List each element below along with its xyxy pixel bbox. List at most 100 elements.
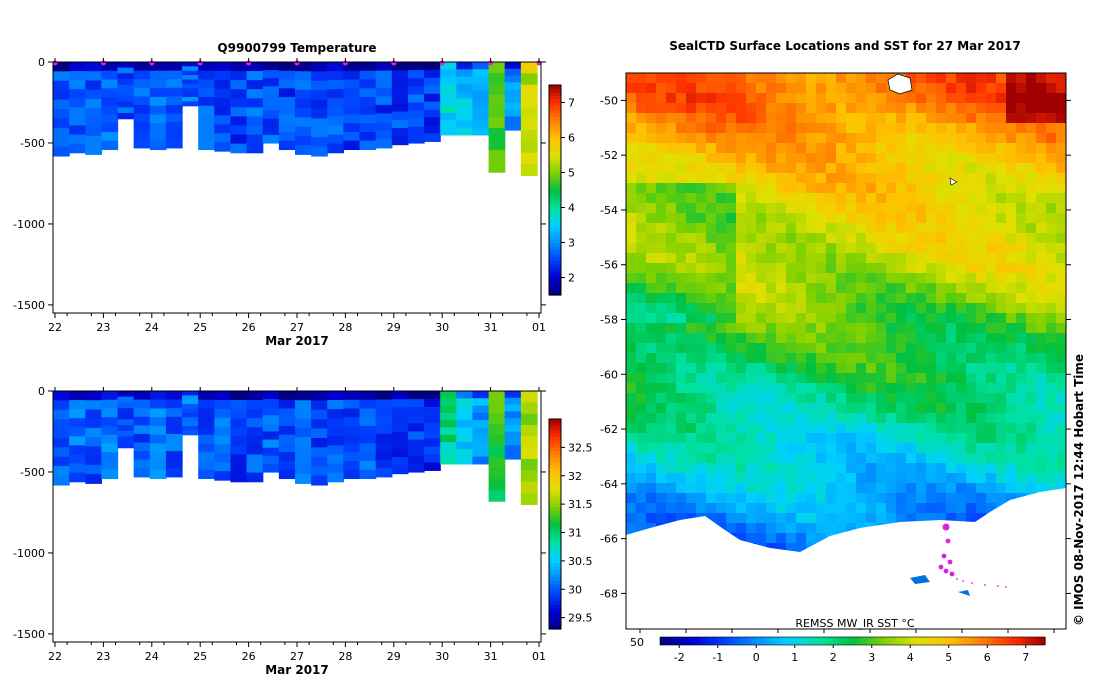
sst-cell bbox=[1026, 213, 1037, 224]
profile-cell bbox=[278, 408, 296, 418]
sst-colorbar-tick-label: 7 bbox=[1022, 651, 1029, 664]
sst-cell bbox=[1006, 263, 1017, 274]
sst-cell bbox=[956, 413, 967, 424]
sst-cell bbox=[916, 513, 927, 524]
colorbar-tick-label: 31.5 bbox=[568, 498, 593, 511]
sst-cell bbox=[836, 93, 847, 104]
sst-cell bbox=[966, 313, 977, 324]
sst-cell bbox=[876, 83, 887, 94]
profile-cell bbox=[472, 420, 490, 429]
sst-cell bbox=[746, 353, 757, 364]
sst-cell bbox=[856, 393, 867, 404]
profile-cell bbox=[359, 70, 377, 81]
sst-cell bbox=[836, 353, 847, 364]
profile-cell bbox=[359, 79, 377, 89]
profile-cell bbox=[424, 422, 441, 432]
profile-cell bbox=[375, 113, 393, 123]
sst-cell bbox=[886, 93, 897, 104]
sst-cell bbox=[956, 133, 967, 144]
profile-cell bbox=[69, 62, 86, 72]
sst-cell bbox=[656, 83, 667, 94]
sst-cell bbox=[766, 503, 777, 514]
sst-cell bbox=[1036, 323, 1047, 334]
sst-cell bbox=[976, 243, 987, 254]
sst-cell bbox=[876, 183, 887, 194]
sst-cell bbox=[1026, 283, 1037, 294]
sst-cell bbox=[666, 463, 677, 474]
sst-cell bbox=[916, 203, 927, 214]
sst-cell bbox=[636, 103, 647, 114]
sst-cell bbox=[996, 413, 1007, 424]
profile-cell bbox=[182, 395, 199, 401]
sst-cell bbox=[966, 163, 977, 174]
x-tick-label: 28 bbox=[338, 650, 352, 663]
sst-cell bbox=[1016, 83, 1027, 94]
sst-cell bbox=[766, 453, 777, 464]
sst-cell bbox=[996, 363, 1007, 374]
sst-cell bbox=[1016, 413, 1027, 424]
sst-cell bbox=[1026, 243, 1037, 254]
sst-cell bbox=[656, 143, 667, 154]
sst-cell bbox=[886, 283, 897, 294]
sst-cell bbox=[976, 433, 987, 444]
sst-cell bbox=[986, 483, 997, 494]
sst-cell bbox=[976, 403, 987, 414]
sst-cell bbox=[636, 513, 647, 524]
sst-cell bbox=[946, 363, 957, 374]
sst-cell bbox=[956, 513, 967, 524]
profile-cell bbox=[262, 126, 280, 136]
colorbar-segment bbox=[549, 548, 561, 553]
profile-cell bbox=[262, 391, 280, 400]
sst-cell bbox=[746, 213, 757, 224]
sst-cell bbox=[986, 353, 997, 364]
profile-cell bbox=[327, 143, 344, 154]
seal-location-dot bbox=[945, 538, 951, 544]
sst-cell bbox=[886, 383, 897, 394]
sst-cell bbox=[1006, 343, 1017, 354]
profile-cell bbox=[101, 79, 119, 89]
profile-cell bbox=[69, 89, 86, 99]
sst-cell bbox=[876, 373, 887, 384]
sst-cell bbox=[906, 503, 917, 514]
sst-cell bbox=[636, 293, 647, 304]
sst-cell bbox=[826, 233, 837, 244]
colorbar-segment bbox=[549, 419, 561, 424]
sst-cell bbox=[986, 303, 997, 314]
sst-cell bbox=[896, 403, 907, 414]
profile-cell bbox=[456, 62, 474, 70]
sst-cell bbox=[926, 243, 937, 254]
profile-cell bbox=[262, 399, 280, 408]
profile-cell bbox=[278, 114, 296, 124]
profile-cell bbox=[230, 391, 248, 401]
sst-cell bbox=[876, 113, 887, 124]
sst-cell bbox=[956, 213, 967, 224]
sst-cell bbox=[656, 173, 667, 184]
colorbar-segment bbox=[549, 102, 561, 107]
sst-cell bbox=[806, 403, 817, 414]
sst-cell bbox=[636, 443, 647, 454]
sst-colorbar-segment bbox=[996, 637, 1003, 645]
sst-cell bbox=[826, 413, 837, 424]
profile-cell bbox=[165, 442, 183, 452]
profile-cell bbox=[69, 107, 86, 118]
sst-cell bbox=[656, 453, 667, 464]
sst-cell bbox=[756, 503, 767, 514]
sst-cell bbox=[736, 253, 747, 264]
profile-cell bbox=[133, 442, 151, 452]
x-tick-label: 23 bbox=[96, 321, 110, 334]
sst-colorbar-frame bbox=[659, 636, 1046, 646]
sst-cell bbox=[686, 123, 697, 134]
profile-cell bbox=[375, 70, 393, 80]
sst-cell bbox=[836, 183, 847, 194]
sst-cell bbox=[716, 463, 727, 474]
colorbar-segment bbox=[549, 534, 561, 539]
sst-cell bbox=[936, 263, 947, 274]
sst-cell bbox=[956, 373, 967, 384]
sst-cell bbox=[776, 113, 787, 124]
sst-cell bbox=[1006, 443, 1017, 454]
profile-cell bbox=[262, 463, 280, 473]
sst-cell bbox=[856, 113, 867, 124]
sst-cell bbox=[976, 383, 987, 394]
sst-cell bbox=[826, 263, 837, 274]
sst-cell bbox=[1006, 363, 1017, 374]
